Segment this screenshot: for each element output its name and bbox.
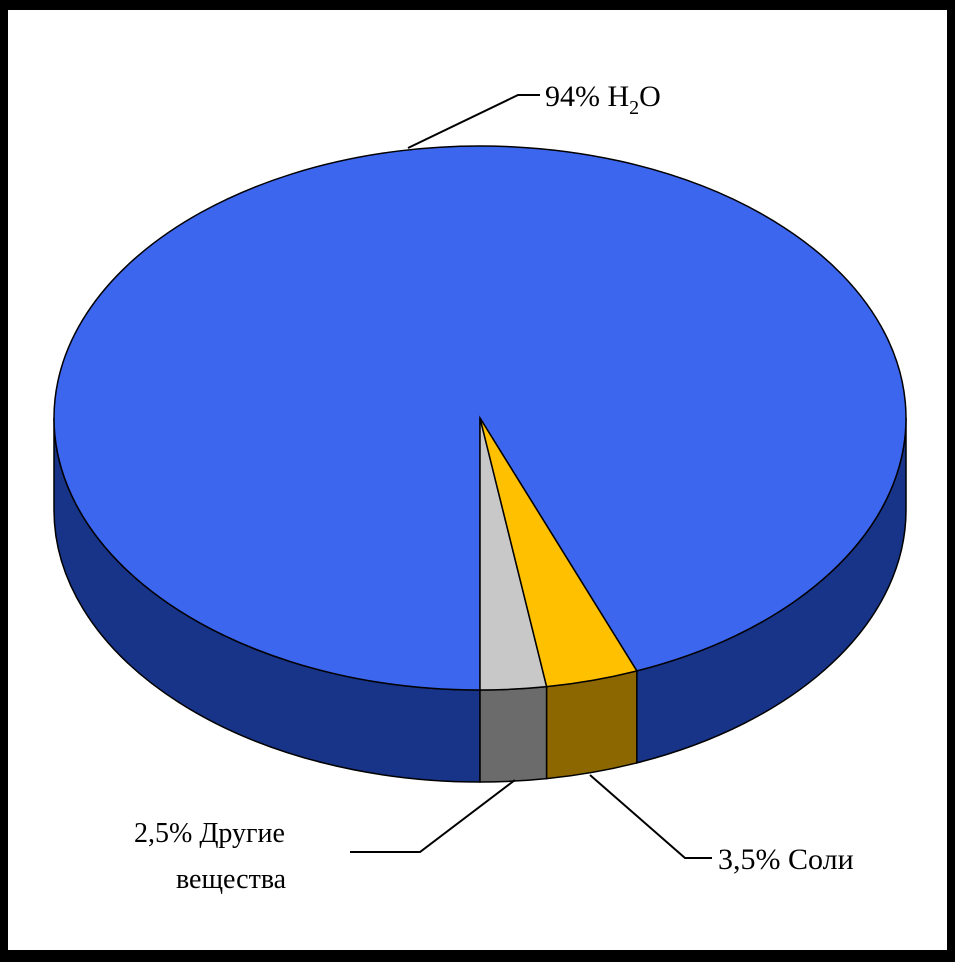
label-other-line1: 2,5% Другие — [134, 818, 285, 849]
label-h2o: 94% H2O — [545, 80, 661, 119]
leader-line-other — [350, 779, 516, 853]
slice-side-1 — [479, 685, 548, 783]
slice-top-2 — [479, 417, 638, 688]
leader-line-h2o — [407, 94, 540, 149]
top-bar — [0, 0, 955, 10]
pie-top — [53, 145, 907, 691]
label-salts: 3,5% Соли — [718, 843, 854, 876]
label-other-line2: вещества — [176, 864, 287, 895]
slice-side-2 — [545, 669, 638, 780]
pie-sides — [53, 417, 907, 783]
leader-line-salts — [589, 774, 712, 859]
pie-chart: 94% H2O 2,5% Другие вещества 3,5% Соли — [53, 80, 907, 895]
chart-frame: 94% H2O 2,5% Другие вещества 3,5% Соли — [8, 10, 947, 950]
